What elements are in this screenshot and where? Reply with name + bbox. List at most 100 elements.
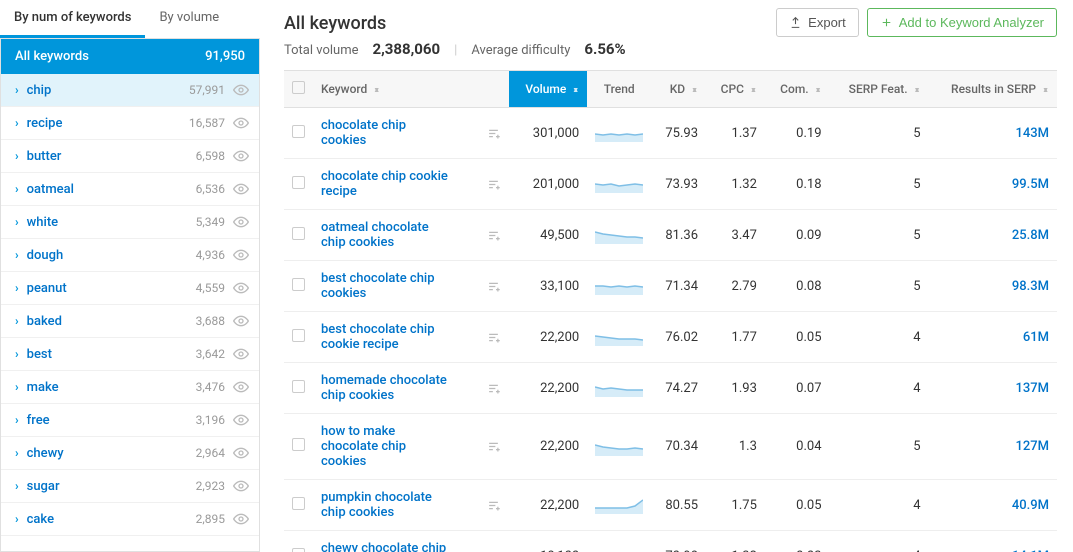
results-link[interactable]: 14.1M: [1012, 549, 1049, 552]
row-checkbox[interactable]: [292, 125, 305, 138]
keyword-link[interactable]: chewy chocolate chip cookies: [321, 541, 451, 552]
row-checkbox[interactable]: [292, 278, 305, 291]
cpc-value: 1.32: [706, 159, 765, 210]
trend-sparkline: [595, 124, 643, 142]
add-filter-icon[interactable]: [486, 330, 501, 345]
sidebar-item[interactable]: ›oatmeal6,536: [1, 173, 259, 206]
cpc-value: 3.47: [706, 210, 765, 261]
keyword-link[interactable]: chocolate chip cookies: [321, 118, 451, 148]
results-link[interactable]: 127M: [1015, 439, 1049, 454]
eye-icon[interactable]: [233, 181, 249, 197]
tab-by-volume[interactable]: By volume: [145, 0, 233, 38]
sidebar-item[interactable]: ›sugar2,923: [1, 470, 259, 503]
sidebar-item[interactable]: ›free3,196: [1, 404, 259, 437]
keyword-link[interactable]: how to make chocolate chip cookies: [321, 424, 451, 469]
sidebar-item-label: cake: [27, 512, 196, 527]
add-filter-icon[interactable]: [486, 279, 501, 294]
keyword-link[interactable]: best chocolate chip cookie recipe: [321, 322, 451, 352]
add-filter-icon[interactable]: [486, 177, 501, 192]
com-value: 0.19: [765, 108, 830, 159]
tab-by-keywords[interactable]: By num of keywords: [0, 0, 145, 38]
row-checkbox[interactable]: [292, 329, 305, 342]
volume-value: 22,200: [509, 363, 588, 414]
eye-icon[interactable]: [233, 445, 249, 461]
sidebar-item[interactable]: ›recipe16,587: [1, 107, 259, 140]
row-checkbox[interactable]: [292, 176, 305, 189]
keyword-group-list[interactable]: All keywords 91,950 ›chip57,991›recipe16…: [0, 39, 260, 552]
all-keywords-row[interactable]: All keywords 91,950: [1, 39, 259, 74]
com-value: 0.08: [765, 261, 830, 312]
sidebar-item-label: chewy: [27, 446, 196, 461]
sidebar-item[interactable]: ›baked3,688: [1, 305, 259, 338]
add-filter-icon[interactable]: [486, 381, 501, 396]
trend-sparkline: [595, 226, 643, 244]
row-checkbox[interactable]: [292, 548, 305, 552]
results-link[interactable]: 99.5M: [1012, 177, 1049, 192]
sidebar-item-count: 2,895: [196, 512, 225, 526]
eye-icon[interactable]: [233, 379, 249, 395]
cpc-value: 1.75: [706, 480, 765, 531]
col-volume[interactable]: Volume: [509, 71, 588, 108]
col-com[interactable]: Com.: [765, 71, 830, 108]
eye-icon[interactable]: [233, 511, 249, 527]
eye-icon[interactable]: [233, 280, 249, 296]
sidebar-item[interactable]: ›butter6,598: [1, 140, 259, 173]
sidebar-item-label: free: [27, 413, 196, 428]
serp-feat-value: 5: [830, 414, 929, 480]
sidebar-item[interactable]: ›cake2,895: [1, 503, 259, 536]
eye-icon[interactable]: [233, 412, 249, 428]
sidebar-item[interactable]: ›chip57,991: [1, 74, 259, 107]
results-link[interactable]: 61M: [1023, 330, 1049, 345]
add-filter-icon[interactable]: [486, 439, 501, 454]
sidebar-item[interactable]: ›dough4,936: [1, 239, 259, 272]
col-kd[interactable]: KD: [651, 71, 706, 108]
results-link[interactable]: 98.3M: [1012, 279, 1049, 294]
results-link[interactable]: 25.8M: [1012, 228, 1049, 243]
keyword-link[interactable]: best chocolate chip cookies: [321, 271, 451, 301]
row-checkbox[interactable]: [292, 380, 305, 393]
sidebar-item[interactable]: ›peanut4,559: [1, 272, 259, 305]
keyword-link[interactable]: homemade chocolate chip cookies: [321, 373, 451, 403]
plus-icon: [880, 16, 893, 29]
eye-icon[interactable]: [233, 313, 249, 329]
row-checkbox[interactable]: [292, 497, 305, 510]
eye-icon[interactable]: [233, 247, 249, 263]
sidebar-item-count: 3,642: [196, 347, 225, 361]
export-button[interactable]: Export: [776, 8, 859, 37]
sidebar-item[interactable]: ›make3,476: [1, 371, 259, 404]
sidebar-tabs: By num of keywords By volume: [0, 0, 260, 39]
eye-icon[interactable]: [233, 214, 249, 230]
table-row: chocolate chip cookie recipe201,00073.93…: [284, 159, 1057, 210]
col-results[interactable]: Results in SERP: [929, 71, 1057, 108]
results-link[interactable]: 137M: [1015, 381, 1049, 396]
add-to-analyzer-button[interactable]: Add to Keyword Analyzer: [867, 8, 1057, 37]
keyword-link[interactable]: oatmeal chocolate chip cookies: [321, 220, 451, 250]
eye-icon[interactable]: [233, 82, 249, 98]
eye-icon[interactable]: [233, 115, 249, 131]
row-checkbox[interactable]: [292, 438, 305, 451]
sidebar-item-count: 4,936: [196, 248, 225, 262]
sidebar-item[interactable]: ›chewy2,964: [1, 437, 259, 470]
eye-icon[interactable]: [233, 148, 249, 164]
serp-feat-value: 4: [830, 363, 929, 414]
page-title: All keywords: [284, 13, 626, 34]
keyword-link[interactable]: pumpkin chocolate chip cookies: [321, 490, 451, 520]
add-filter-icon[interactable]: [486, 126, 501, 141]
eye-icon[interactable]: [233, 478, 249, 494]
results-link[interactable]: 143M: [1015, 126, 1049, 141]
add-filter-icon[interactable]: [486, 228, 501, 243]
row-checkbox[interactable]: [292, 227, 305, 240]
kd-value: 70.34: [651, 414, 706, 480]
sidebar-item[interactable]: ›white5,349: [1, 206, 259, 239]
keyword-link[interactable]: chocolate chip cookie recipe: [321, 169, 451, 199]
col-cpc[interactable]: CPC: [706, 71, 765, 108]
sidebar-item[interactable]: ›best3,642: [1, 338, 259, 371]
col-serp-feat[interactable]: SERP Feat.: [830, 71, 929, 108]
add-filter-icon[interactable]: [486, 549, 501, 552]
add-filter-icon[interactable]: [486, 498, 501, 513]
select-all-checkbox[interactable]: [292, 81, 305, 94]
results-link[interactable]: 40.9M: [1012, 498, 1049, 513]
col-keyword[interactable]: Keyword: [313, 71, 478, 108]
eye-icon[interactable]: [233, 346, 249, 362]
trend-sparkline: [595, 175, 643, 193]
